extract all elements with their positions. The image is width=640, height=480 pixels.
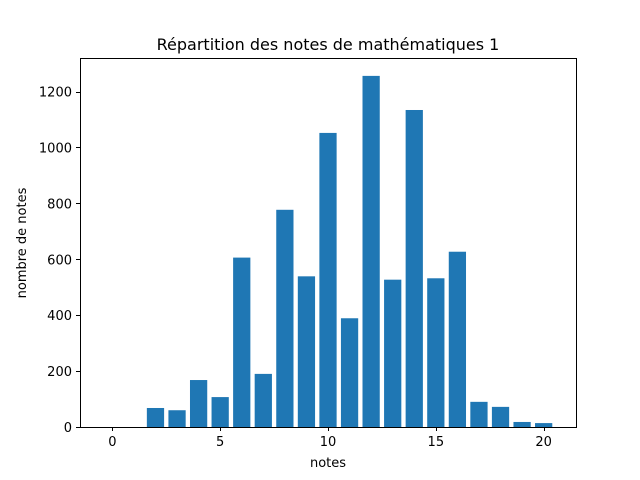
bar-13 [384, 279, 402, 427]
y-tick-label: 1000 [39, 141, 72, 156]
bar-2 [146, 407, 165, 427]
x-tick-label: 20 [535, 435, 552, 450]
y-tick-label: 800 [47, 197, 72, 212]
y-tick-label: 600 [47, 253, 72, 268]
bar-16 [448, 251, 467, 427]
bar-7 [254, 373, 272, 427]
x-tick-label: 15 [428, 435, 445, 450]
chart-title: Répartition des notes de mathématiques 1 [157, 35, 500, 54]
bar-10 [319, 132, 337, 427]
y-tick-label: 0 [64, 421, 72, 436]
bar-15 [427, 278, 445, 427]
x-tick-label: 10 [320, 435, 337, 450]
bar-4 [189, 380, 208, 427]
y-axis-label: nombre de notes [15, 187, 30, 298]
x-tick-label: 5 [216, 435, 224, 450]
bar-18 [491, 406, 510, 427]
bar-20 [535, 423, 553, 427]
bars-group [146, 75, 553, 428]
bar-11 [340, 318, 359, 427]
bar-6 [233, 257, 251, 427]
bar-3 [168, 410, 186, 427]
bar-8 [276, 209, 294, 427]
x-axis-label: notes [310, 456, 346, 471]
y-tick-label: 200 [47, 365, 72, 380]
y-axis-ticks: 0 200 400 600 800 1000 1200 [39, 86, 80, 436]
y-tick-label: 400 [47, 309, 72, 324]
bar-17 [470, 401, 488, 427]
bar-14 [405, 109, 423, 427]
bar-5 [211, 397, 229, 427]
y-tick-label: 1200 [39, 86, 72, 101]
bar-19 [513, 421, 531, 427]
x-tick-label: 0 [108, 435, 116, 450]
bar-12 [362, 75, 380, 428]
bar-9 [297, 276, 316, 427]
x-axis-ticks: 0 5 10 15 20 [108, 427, 552, 450]
